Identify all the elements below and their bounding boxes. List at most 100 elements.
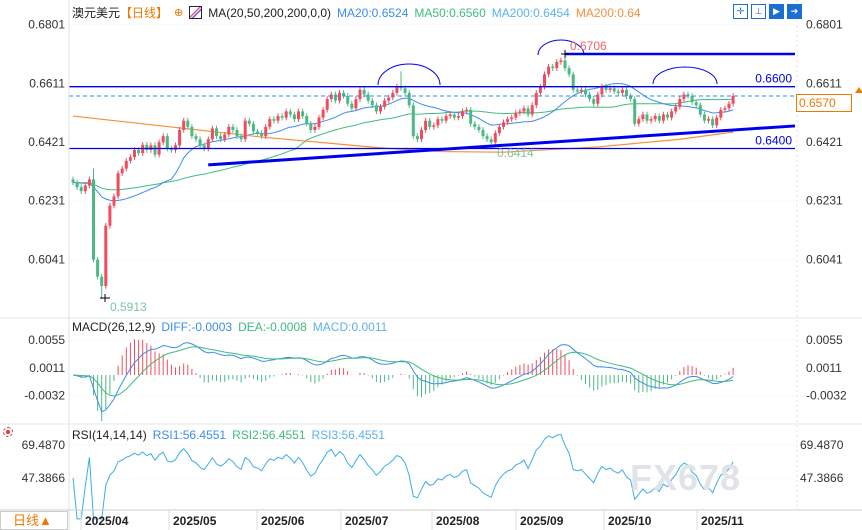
candle-body (161, 136, 165, 143)
macd-tick-left: 0.0011 (29, 361, 65, 375)
export-icon[interactable]: ➔ (787, 4, 802, 19)
x-tick-label: 2025/04 (85, 514, 129, 528)
y-tick-left: 0.6421 (28, 135, 65, 149)
candle-body (518, 111, 522, 113)
candle-body (584, 89, 587, 95)
candle-body (219, 136, 223, 140)
high-label: 0.6706 (570, 39, 607, 53)
candle-body (194, 136, 198, 140)
candle-body (493, 133, 497, 143)
candle-body (727, 103, 731, 109)
high-marker (561, 50, 569, 58)
candle-body (481, 129, 485, 137)
candle-body (432, 125, 436, 127)
candle-body (510, 117, 514, 120)
candle-body (420, 129, 423, 140)
candle-body (346, 95, 350, 104)
x-tick-label: 2025/09 (520, 514, 564, 528)
level-label: 0.6600 (755, 72, 792, 86)
candle-body (678, 99, 682, 107)
candle-body (653, 116, 657, 120)
candle-body (325, 99, 329, 110)
candle-body (358, 89, 362, 100)
period-selector[interactable]: 日线▲ (0, 511, 68, 530)
candle-body (342, 92, 346, 96)
candle-body (616, 91, 620, 93)
candle-body (522, 108, 526, 112)
chart-toolbar: ✛ ⊥ ▶ ➔ (733, 4, 802, 19)
y-tick-right: 0.6041 (806, 252, 843, 266)
candle-body (596, 94, 600, 104)
candle-body (588, 94, 592, 100)
play-icon[interactable]: ▶ (769, 4, 784, 19)
macd-tick-left: -0.0032 (24, 388, 65, 402)
candle-body (645, 114, 649, 121)
macd-header: MACD(26,12,9) DIFF:-0.0003 DEA:-0.0008 M… (72, 320, 387, 334)
candle-body (657, 116, 661, 121)
candle-body (133, 150, 136, 158)
candle-body (461, 111, 464, 117)
candle-body (551, 66, 555, 69)
candle-body (366, 94, 370, 101)
rsi-tick-right: 47.3866 (800, 471, 844, 485)
x-tick-label: 2025/07 (345, 514, 389, 528)
candle-body (120, 168, 124, 174)
candle-body (604, 86, 608, 90)
candle-body (350, 103, 354, 109)
candle-body (329, 94, 333, 100)
candle-body (100, 276, 104, 286)
candle-body (428, 120, 432, 127)
candle-body (87, 179, 91, 186)
candle-body (559, 60, 563, 62)
candle-body (395, 86, 399, 93)
indicator-target-icon[interactable] (3, 427, 13, 437)
candle-body (452, 114, 456, 118)
candle-body (686, 94, 690, 96)
candle-body (338, 92, 341, 101)
candle-body (145, 144, 149, 151)
rsi-pane: 69.4870 69.4870 47.3866 47.3866 (22, 433, 844, 520)
candle-body (313, 126, 317, 130)
candle-body (276, 116, 280, 121)
candle-body (403, 88, 407, 93)
crosshair-icon[interactable]: ✛ (733, 4, 748, 19)
rsi-header: RSI(14,14,14) RSI1:56.4551 RSI2:56.4551 … (72, 428, 385, 442)
candle-body (456, 116, 460, 118)
candle-body (292, 114, 296, 120)
candle-body (182, 120, 186, 130)
candle-body (625, 89, 628, 96)
candle-body (108, 205, 112, 226)
candle-body (128, 157, 132, 161)
macd-label: MACD(26,12,9) (72, 320, 156, 334)
low-label: 0.5913 (110, 300, 147, 314)
y-tick-right: 0.6231 (806, 194, 843, 208)
macd-value: MACD:0.0011 (312, 320, 388, 334)
fit-icon[interactable]: ⊥ (751, 4, 766, 19)
level-label: 0.6400 (755, 133, 792, 147)
ma-label: MA(20,50,200,200,0,0) (208, 5, 331, 20)
candle-body (600, 86, 604, 95)
candle-body (247, 120, 251, 124)
indicator-chart-icon[interactable] (189, 6, 203, 19)
candle-body (137, 150, 141, 154)
candle-body (702, 114, 706, 121)
ma200-orange-value: MA200:0.64 (575, 5, 641, 20)
candle-body (210, 128, 214, 140)
candle-body (612, 88, 616, 92)
candle-body (661, 114, 665, 121)
rsi-label: RSI(14,14,14) (72, 428, 147, 442)
y-tick-left: 0.6801 (28, 18, 65, 32)
candle-body (674, 106, 678, 112)
candle-body (243, 120, 247, 140)
candle-body (264, 126, 268, 137)
x-tick-label: 2025/10 (608, 514, 652, 528)
candle-body (670, 111, 674, 118)
candle-body (715, 117, 719, 126)
last-price-tag: 0.6570 (796, 94, 852, 112)
candle-body (297, 111, 300, 120)
settings-circle-icon[interactable]: ⊕ (174, 7, 184, 19)
candle-body (707, 119, 710, 121)
drawings[interactable]: 0.6600 0.6400 0.6706 0.6414 0.5913 (69, 39, 796, 314)
candle-body (506, 119, 510, 123)
